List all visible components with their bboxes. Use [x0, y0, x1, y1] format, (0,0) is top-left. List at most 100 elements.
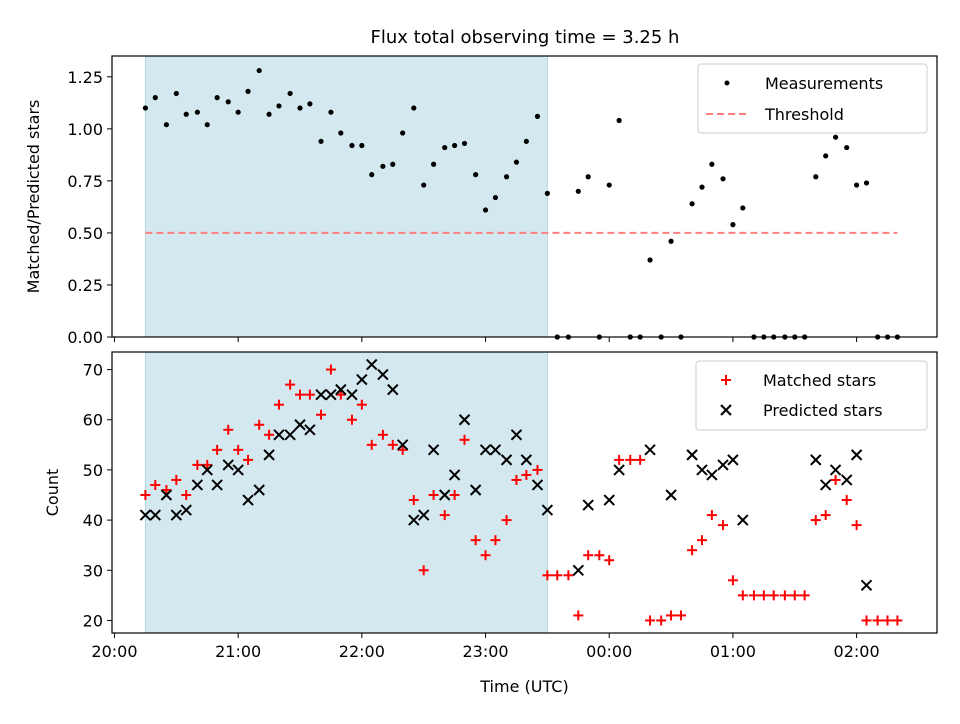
- x-mark-b: [232, 464, 244, 476]
- x-mark-b: [139, 509, 152, 521]
- x-mark-b: [427, 444, 440, 456]
- x-mark-b: [737, 514, 749, 526]
- x-mark-b: [211, 479, 223, 491]
- ratio-legend-box: [697, 63, 928, 134]
- predicted-star-point: [222, 459, 234, 471]
- count-legend: Matched stars Predicted stars: [695, 360, 928, 431]
- x-mark-b: [841, 474, 853, 486]
- matched-star-point: [304, 389, 315, 400]
- matched-star-point: [428, 490, 439, 501]
- predicted-star-point: [170, 509, 183, 521]
- matched-star-point: [521, 469, 532, 480]
- matched-star-point: [161, 484, 172, 495]
- predicted-star-point: [727, 454, 739, 466]
- predicted-star-point: [520, 454, 533, 466]
- matched-star-point: [192, 459, 203, 470]
- predicted-star-point: [232, 464, 244, 476]
- x-mark-b: [387, 383, 399, 396]
- x-mark-b: [531, 479, 544, 491]
- predicted-star-point: [644, 444, 656, 456]
- measurement-point: [276, 103, 282, 109]
- predicted-star-point: [439, 489, 451, 501]
- predicted-star-point: [469, 484, 482, 496]
- x-mark-b: [242, 494, 254, 506]
- matched-star-point: [635, 454, 646, 465]
- x-mark-b: [727, 454, 739, 466]
- x-mark-b: [582, 499, 594, 511]
- x-mark-b: [346, 388, 358, 401]
- matched-star-point: [439, 510, 450, 521]
- matched-star-point: [356, 399, 367, 410]
- x-mark-b: [356, 373, 368, 386]
- measurement-point: [452, 142, 458, 149]
- measurement-point: [523, 138, 529, 144]
- y-tick-label: 70: [83, 361, 103, 380]
- predicted-star-point: [304, 424, 316, 436]
- measurement-point: [194, 109, 200, 115]
- x-tick-label: 23:00: [462, 642, 508, 661]
- predicted-star-point: [396, 439, 409, 451]
- y-tick-label: 1.25: [67, 68, 103, 87]
- predicted-star-point: [211, 479, 223, 491]
- y-tick-label: 30: [83, 561, 103, 580]
- y-tick-label: 20: [83, 611, 103, 630]
- x-tick-label: 02:00: [834, 642, 880, 661]
- measurement-point: [142, 105, 148, 111]
- measurement-point: [245, 88, 251, 94]
- matched-star-point: [594, 550, 605, 561]
- matched-star-point: [140, 490, 151, 501]
- matched-star-point: [366, 439, 377, 450]
- count-panel: 20 30 40 50 60 70 20:00 21:00 22:00 23:00 00:00 01…: [43, 351, 938, 696]
- x-mark-b: [860, 579, 873, 592]
- count-y-axis-label: Count: [43, 469, 62, 517]
- matched-star-point: [841, 495, 852, 506]
- matched-star-point: [418, 565, 429, 576]
- predicted-star-point: [841, 474, 853, 486]
- ratio-y-axis-ticks: 0.00 0.25 0.50 0.75 1.00 1.25: [67, 68, 112, 347]
- x-mark-b: [819, 479, 832, 491]
- measurement-point: [606, 182, 612, 188]
- matched-star-point: [872, 615, 883, 626]
- x-mark-b: [469, 484, 482, 496]
- matched-star-point: [316, 409, 327, 420]
- x-mark-b: [335, 383, 347, 396]
- predicted-star-point: [541, 504, 554, 516]
- y-tick-label: 60: [83, 411, 103, 430]
- predicted-star-point: [479, 444, 492, 456]
- legend-threshold-label: Threshold: [764, 105, 844, 124]
- measurement-point: [482, 207, 489, 213]
- predicted-star-point: [458, 414, 471, 426]
- matched-star-point: [397, 444, 408, 455]
- y-tick-label: 0.00: [67, 328, 103, 347]
- predicted-star-point: [191, 479, 204, 491]
- matched-star-point: [851, 520, 862, 531]
- matched-star-point: [583, 550, 594, 561]
- x-mark-b: [500, 454, 513, 466]
- x-mark-b: [396, 439, 409, 451]
- matched-star-point: [511, 474, 522, 485]
- measurement-point: [204, 122, 210, 128]
- matched-star-point: [830, 474, 841, 485]
- x-tick-label: 20:00: [91, 642, 137, 661]
- x-mark-b: [613, 464, 625, 476]
- measurement-point: [266, 111, 272, 117]
- y-tick-label: 50: [83, 461, 103, 480]
- measurement-point: [287, 90, 293, 97]
- count-panel-frame: [111, 351, 938, 634]
- predicted-star-point: [489, 444, 502, 456]
- matched-star-point: [645, 615, 656, 626]
- matched-star-point: [223, 424, 234, 435]
- measurement-point: [390, 161, 396, 167]
- predicted-star-point: [201, 464, 213, 476]
- measurement-point: [585, 174, 591, 180]
- x-mark-b: [222, 459, 234, 471]
- matched-star-point: [459, 434, 470, 445]
- predicted-star-point: [387, 383, 399, 396]
- measurement-point: [328, 109, 334, 115]
- predicted-star-point: [284, 429, 296, 441]
- x-mark-b: [439, 489, 451, 501]
- matched-star-point: [150, 479, 161, 490]
- measurement-point: [575, 188, 581, 194]
- measurement-point: [214, 95, 220, 101]
- x-mark-b: [603, 494, 615, 506]
